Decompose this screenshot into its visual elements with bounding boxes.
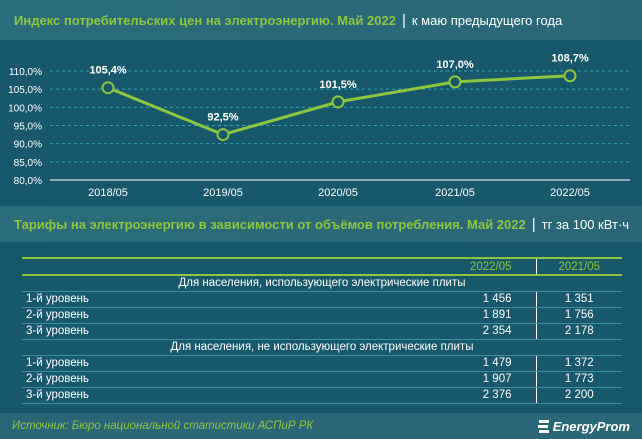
row-label: 1-й уровень (22, 355, 446, 372)
cell-2022: 1 891 (446, 307, 537, 324)
data-label: 107,0% (436, 59, 474, 71)
data-point (101, 81, 115, 95)
energyprom-logo: EnergyProm (537, 418, 630, 434)
table-row: 2-й уровень 1 907 1 773 (22, 371, 622, 388)
data-label: 108,7% (551, 53, 589, 65)
table-row: 3-й уровень 2 376 2 200 (22, 387, 622, 404)
separator: | (531, 215, 536, 233)
table-header-row: 2022/05 2021/05 (22, 257, 622, 276)
logo-icon (537, 419, 549, 433)
y-tick-label: 110,0% (9, 67, 42, 78)
section-label: Для населения, использующего электрическ… (22, 275, 622, 292)
line-chart: 80,0% 85,0% 90,0% 95,0% 100,0% 105,0% 110,0% 10… (8, 53, 630, 199)
table-title: Тарифы на электроэнергию в зависимости о… (14, 216, 526, 232)
y-tick-label: 95,0% (14, 122, 42, 133)
table-row: 3-й уровень 2 354 2 178 (22, 323, 622, 340)
row-label: 2-й уровень (22, 371, 446, 388)
y-tick-label: 105,0% (8, 85, 42, 96)
footer: Источник: Бюро национальной статистики А… (0, 413, 642, 439)
chart-subtitle: к маю предыдущего года (411, 12, 563, 28)
row-label: 3-й уровень (22, 323, 446, 340)
logo-text: EnergyProm (552, 418, 630, 434)
data-label: 101,5% (319, 79, 357, 91)
column-header: 2021/05 (536, 257, 622, 276)
data-point (563, 69, 577, 83)
data-point (448, 75, 462, 89)
cell-2021: 1 372 (536, 355, 622, 372)
cell-2022: 1 907 (446, 371, 537, 388)
cell-2022: 2 354 (446, 323, 537, 340)
data-label: 105,4% (89, 65, 127, 77)
x-tick-label: 2020/05 (318, 187, 358, 199)
x-tick-label: 2018/05 (88, 187, 128, 199)
row-label: 3-й уровень (22, 387, 446, 404)
chart-title: Индекс потребительских цен на электроэне… (14, 12, 396, 28)
y-tick-label: 80,0% (14, 176, 42, 187)
x-tick-label: 2019/05 (203, 187, 243, 199)
cell-2022: 1 456 (446, 291, 537, 308)
source-note: Источник: Бюро национальной статистики А… (12, 420, 314, 432)
row-label: 2-й уровень (22, 307, 446, 324)
section-row: Для населения, не использующего электрич… (22, 339, 622, 356)
cell-2022: 1 479 (446, 355, 537, 372)
table-row: 1-й уровень 1 456 1 351 (22, 291, 622, 308)
cell-2021: 2 200 (536, 387, 622, 404)
x-tick-label: 2022/05 (550, 187, 590, 199)
column-header: 2022/05 (446, 257, 537, 276)
cell-2021: 1 756 (536, 307, 622, 324)
cell-2021: 2 178 (536, 323, 622, 340)
y-tick-label: 85,0% (14, 158, 42, 169)
cell-2021: 1 351 (536, 291, 622, 308)
separator: | (401, 11, 406, 29)
x-tick-label: 2021/05 (435, 187, 475, 199)
tariff-table: 2022/05 2021/05 Для населения, использую… (22, 257, 622, 404)
data-label: 92,5% (207, 112, 238, 124)
section-row: Для населения, использующего электрическ… (22, 275, 622, 292)
header-blank (22, 257, 446, 276)
table-row: 2-й уровень 1 891 1 756 (22, 307, 622, 324)
y-tick-label: 90,0% (14, 140, 42, 151)
cell-2021: 1 773 (536, 371, 622, 388)
chart-title-bar: Индекс потребительских цен на электроэне… (0, 0, 642, 40)
table-unit: тг за 100 кВт·ч (541, 216, 630, 232)
row-label: 1-й уровень (22, 291, 446, 308)
data-point (331, 95, 345, 109)
section-label: Для населения, не использующего электрич… (22, 339, 622, 356)
y-tick-label: 100,0% (8, 103, 42, 114)
table-row: 1-й уровень 1 479 1 372 (22, 355, 622, 372)
data-point (216, 128, 230, 142)
table-title-bar: Тарифы на электроэнергию в зависимости о… (0, 206, 642, 242)
cell-2022: 2 376 (446, 387, 537, 404)
